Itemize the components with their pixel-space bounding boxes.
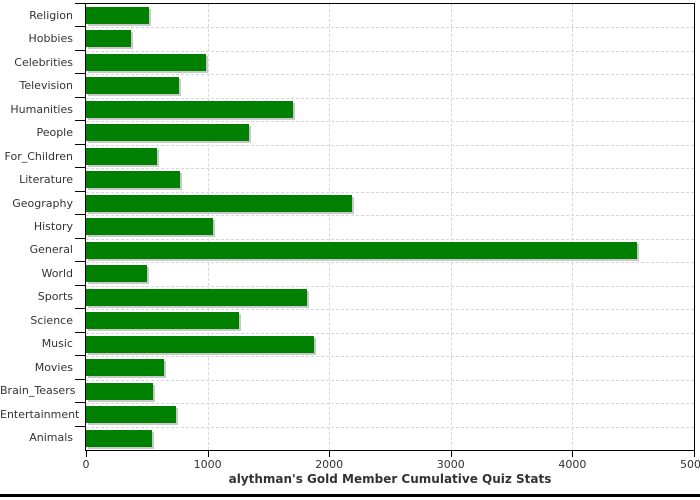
bottom-border-strip bbox=[0, 494, 700, 497]
y-axis-tick bbox=[75, 425, 85, 427]
y-axis-tick bbox=[75, 308, 85, 310]
vertical-gridline bbox=[329, 4, 331, 450]
category-label-world: World bbox=[41, 266, 73, 280]
x-axis-label-4000: 4000 bbox=[558, 458, 587, 471]
plot-area bbox=[85, 3, 695, 451]
category-label-sports: Sports bbox=[37, 290, 73, 304]
bar-sports bbox=[86, 288, 308, 306]
category-label-brain_teasers: Brain_Teasers bbox=[0, 384, 76, 398]
bar-general bbox=[86, 241, 637, 259]
y-axis-tick bbox=[75, 331, 85, 333]
category-label-movies: Movies bbox=[34, 360, 73, 374]
category-label-geography: Geography bbox=[12, 196, 73, 210]
bar-history bbox=[86, 218, 214, 236]
y-axis-tick bbox=[75, 261, 85, 263]
category-label-history: History bbox=[33, 220, 73, 233]
x-axis-tick bbox=[450, 451, 452, 457]
y-axis-tick bbox=[75, 402, 85, 404]
bar-religion bbox=[86, 7, 149, 24]
x-axis-tick bbox=[329, 451, 331, 457]
x-axis-tick bbox=[572, 451, 574, 457]
bar-music bbox=[86, 335, 314, 353]
horizontal-gridline bbox=[86, 379, 694, 381]
y-axis-tick bbox=[75, 120, 85, 122]
horizontal-gridline bbox=[86, 215, 694, 217]
y-axis-tick bbox=[75, 73, 85, 75]
category-label-people: People bbox=[36, 126, 73, 140]
y-axis-tick bbox=[75, 237, 85, 239]
vertical-gridline bbox=[572, 4, 574, 450]
horizontal-gridline bbox=[86, 403, 694, 405]
bar-entertainment bbox=[86, 406, 176, 424]
x-axis-label-5000: 5000 bbox=[680, 458, 700, 471]
category-label-religion: Religion bbox=[29, 8, 73, 22]
y-axis-tick bbox=[75, 167, 85, 169]
horizontal-gridline bbox=[86, 285, 694, 287]
category-label-humanities: Humanities bbox=[10, 102, 73, 116]
x-axis-tick bbox=[207, 451, 209, 457]
bar-television bbox=[86, 77, 180, 95]
horizontal-gridline bbox=[86, 97, 694, 99]
bar-people bbox=[86, 124, 249, 142]
category-label-animals: Animals bbox=[29, 431, 73, 445]
chart-title: alythman's Gold Member Cumulative Quiz S… bbox=[228, 472, 552, 486]
bar-geography bbox=[86, 194, 353, 212]
y-axis-tick bbox=[75, 214, 85, 216]
horizontal-gridline bbox=[86, 332, 694, 334]
category-label-music: Music bbox=[41, 337, 73, 351]
horizontal-gridline bbox=[86, 309, 694, 311]
horizontal-gridline bbox=[86, 262, 694, 264]
x-axis-label-2000: 2000 bbox=[315, 458, 344, 471]
y-axis-tick bbox=[75, 96, 85, 98]
horizontal-gridline bbox=[86, 121, 694, 123]
y-axis-tick bbox=[75, 49, 85, 51]
horizontal-gridline bbox=[86, 144, 694, 146]
bar-hobbies bbox=[86, 30, 131, 48]
y-axis-tick bbox=[75, 143, 85, 145]
y-axis-tick bbox=[75, 284, 85, 286]
horizontal-gridline bbox=[86, 238, 694, 240]
x-axis-tick bbox=[86, 451, 87, 457]
bar-movies bbox=[86, 359, 165, 377]
y-axis-tick bbox=[75, 190, 85, 192]
bar-celebrities bbox=[86, 53, 207, 71]
horizontal-gridline bbox=[86, 50, 694, 52]
x-axis-label-0: 0 bbox=[82, 458, 90, 471]
horizontal-gridline bbox=[86, 426, 694, 428]
y-axis-tick bbox=[75, 355, 85, 357]
x-axis-tick bbox=[694, 451, 695, 457]
bar-world bbox=[86, 265, 147, 283]
vertical-gridline bbox=[450, 4, 452, 450]
category-label-general: General bbox=[29, 243, 73, 257]
y-axis-tick bbox=[75, 3, 85, 4]
bar-brain_teasers bbox=[86, 382, 154, 400]
x-axis-label-1000: 1000 bbox=[193, 458, 222, 471]
bar-humanities bbox=[86, 100, 294, 118]
horizontal-gridline bbox=[86, 191, 694, 193]
horizontal-gridline bbox=[86, 168, 694, 170]
category-label-celebrities: Celebrities bbox=[14, 55, 73, 69]
horizontal-gridline bbox=[86, 356, 694, 358]
category-label-science: Science bbox=[30, 313, 73, 327]
category-label-hobbies: Hobbies bbox=[28, 32, 73, 46]
bar-animals bbox=[86, 429, 152, 447]
x-axis-label-3000: 3000 bbox=[436, 458, 465, 471]
horizontal-gridline bbox=[86, 74, 694, 76]
category-label-literature: Literature bbox=[19, 173, 73, 187]
horizontal-gridline bbox=[86, 27, 694, 29]
y-axis-tick bbox=[75, 26, 85, 28]
bar-literature bbox=[86, 171, 181, 189]
y-axis-tick bbox=[75, 378, 85, 380]
category-label-for_children: For_Children bbox=[4, 149, 73, 163]
category-label-television: Television bbox=[19, 79, 74, 93]
category-label-entertainment: Entertainment bbox=[0, 407, 80, 421]
bar-science bbox=[86, 312, 240, 330]
bar-for_children bbox=[86, 147, 158, 165]
